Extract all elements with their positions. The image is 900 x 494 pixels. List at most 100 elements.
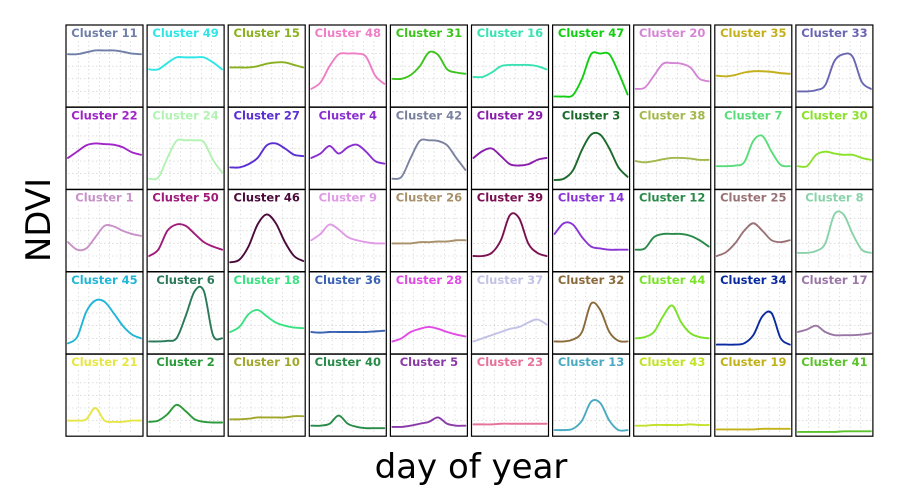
series-line-cluster-16	[472, 63, 548, 79]
panel-cluster-14: Cluster 14	[551, 189, 631, 273]
panel-frame	[795, 353, 874, 437]
panel-cluster-43: Cluster 43	[633, 353, 712, 437]
panel-cluster-19: Cluster 19	[714, 353, 793, 437]
series-line-cluster-2	[148, 403, 224, 424]
series-line-cluster-15	[229, 61, 305, 69]
series-line-cluster-49	[148, 56, 224, 71]
y-axis-label: NDVI	[19, 178, 59, 262]
panel-cluster-7: Cluster 7	[714, 106, 793, 190]
panel-cluster-12: Cluster 12	[633, 189, 712, 273]
panel-cluster-11: Cluster 11	[65, 24, 144, 108]
panel-cluster-18: Cluster 18	[227, 271, 306, 355]
panel-cluster-49: Cluster 49	[146, 24, 225, 108]
panel-cluster-5: Cluster 5	[389, 353, 468, 437]
panel-cluster-40: Cluster 40	[308, 353, 387, 437]
panel-title: Cluster 9	[319, 191, 377, 205]
panel-cluster-42: Cluster 42	[389, 106, 468, 190]
series-line-cluster-43	[634, 423, 710, 427]
panel-grid: Cluster 11 Cluster 49 Cluster 15 Cluster 48…	[65, 24, 874, 437]
series-line-cluster-37	[472, 318, 548, 343]
panel-cluster-2: Cluster 2	[146, 353, 225, 437]
panel-title: Cluster 42	[396, 108, 462, 122]
panel-cluster-1: Cluster 1	[65, 189, 144, 273]
series-line-cluster-47	[553, 51, 629, 98]
series-line-cluster-38	[634, 156, 710, 164]
series-line-cluster-10	[229, 415, 305, 421]
panel-title: Cluster 34	[720, 273, 786, 287]
panel-cluster-41: Cluster 41	[795, 353, 874, 437]
series-line-cluster-14	[553, 221, 629, 251]
panel-cluster-9: Cluster 9	[308, 189, 387, 273]
panel-title: Cluster 16	[477, 26, 543, 40]
series-line-cluster-30	[796, 150, 872, 168]
panel-cluster-24: Cluster 24	[146, 106, 225, 190]
panel-title: Cluster 50	[152, 191, 218, 205]
panel-title: Cluster 28	[396, 273, 462, 287]
series-line-cluster-39	[472, 212, 548, 258]
panel-title: Cluster 24	[152, 108, 218, 122]
series-line-cluster-12	[634, 232, 710, 251]
panel-title: Cluster 15	[234, 26, 300, 40]
panel-title: Cluster 38	[639, 108, 705, 122]
series-line-cluster-50	[148, 223, 224, 257]
series-line-cluster-28	[391, 326, 467, 343]
panel-title: Cluster 31	[396, 26, 462, 40]
panel-title: Cluster 5	[400, 355, 458, 369]
panel-title: Cluster 3	[562, 108, 620, 122]
series-line-cluster-45	[67, 298, 142, 345]
panel-cluster-3: Cluster 3	[551, 106, 631, 190]
panel-title: Cluster 14	[558, 191, 624, 205]
panel-cluster-47: Cluster 47	[551, 24, 631, 108]
panel-title: Cluster 1	[75, 191, 133, 205]
panel-cluster-27: Cluster 27	[227, 106, 306, 190]
series-line-cluster-35	[715, 70, 791, 78]
panel-title: Cluster 47	[558, 26, 624, 40]
panel-title: Cluster 19	[720, 355, 786, 369]
series-line-cluster-21	[67, 407, 142, 423]
panel-cluster-29: Cluster 29	[470, 106, 550, 190]
series-line-cluster-7	[715, 134, 791, 168]
panel-cluster-38: Cluster 38	[633, 106, 712, 190]
series-line-cluster-29	[472, 147, 548, 167]
panel-title: Cluster 41	[801, 355, 867, 369]
panel-cluster-36: Cluster 36	[308, 271, 387, 355]
series-line-cluster-19	[715, 427, 791, 431]
series-line-cluster-31	[391, 50, 467, 81]
series-line-cluster-8	[796, 210, 872, 254]
panel-cluster-50: Cluster 50	[146, 189, 225, 273]
series-line-cluster-3	[553, 131, 629, 181]
series-line-cluster-18	[229, 308, 305, 333]
panel-title: Cluster 35	[720, 26, 786, 40]
panel-title: Cluster 10	[234, 355, 300, 369]
panel-cluster-25: Cluster 25	[714, 189, 793, 273]
panel-cluster-31: Cluster 31	[389, 24, 468, 108]
series-line-cluster-22	[67, 142, 142, 159]
panel-cluster-15: Cluster 15	[227, 24, 306, 108]
panel-title: Cluster 11	[71, 26, 137, 40]
series-line-cluster-26	[391, 239, 467, 245]
series-line-cluster-6	[148, 285, 224, 343]
panel-cluster-8: Cluster 8	[795, 189, 874, 273]
panel-cluster-34: Cluster 34	[714, 271, 793, 355]
series-line-cluster-46	[229, 213, 305, 264]
panel-title: Cluster 49	[152, 26, 218, 40]
panel-title: Cluster 43	[639, 355, 705, 369]
panel-title: Cluster 40	[315, 355, 381, 369]
panel-cluster-35: Cluster 35	[714, 24, 793, 108]
panel-cluster-4: Cluster 4	[308, 106, 387, 190]
panel-title: Cluster 37	[477, 273, 543, 287]
panel-title: Cluster 25	[720, 191, 786, 205]
panel-title: Cluster 17	[801, 273, 867, 287]
panel-title: Cluster 32	[558, 273, 624, 287]
panel-title: Cluster 48	[315, 26, 381, 40]
panel-title: Cluster 36	[315, 273, 381, 287]
series-line-cluster-33	[796, 52, 872, 93]
panel-title: Cluster 44	[639, 273, 705, 287]
panel-title: Cluster 26	[396, 191, 462, 205]
panel-title: Cluster 39	[477, 191, 543, 205]
series-line-cluster-4	[310, 143, 386, 165]
panel-cluster-6: Cluster 6	[146, 271, 225, 355]
series-line-cluster-42	[391, 138, 467, 180]
panel-title: Cluster 30	[801, 108, 867, 122]
panel-cluster-44: Cluster 44	[633, 271, 712, 355]
